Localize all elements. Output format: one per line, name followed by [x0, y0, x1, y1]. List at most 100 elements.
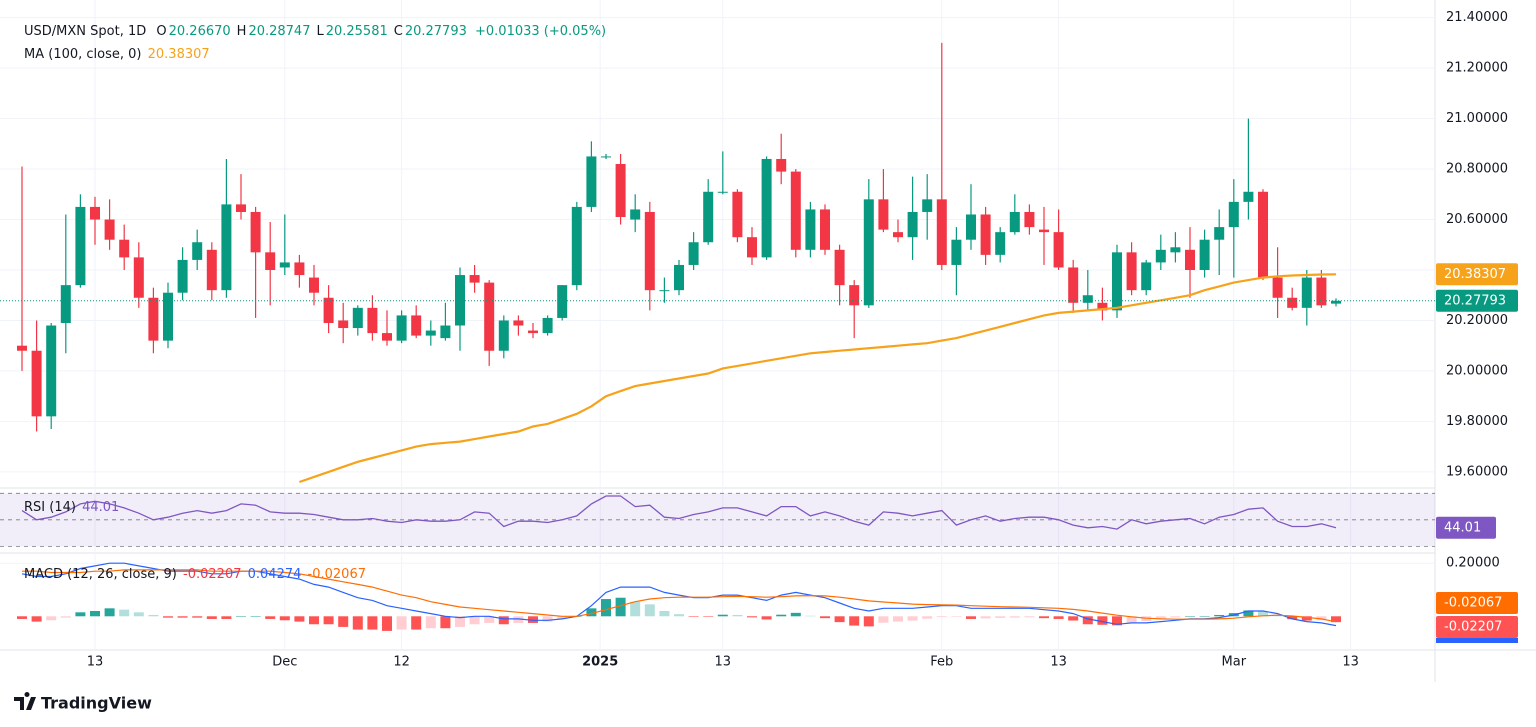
macd-histogram-bar — [177, 616, 188, 618]
macd-histogram-bar — [747, 616, 757, 618]
ohlc-value: 20.26670 — [168, 24, 231, 39]
y-tick-label: 20.60000 — [1446, 212, 1508, 227]
macd-histogram-bar — [776, 614, 787, 617]
candle-body — [776, 158, 787, 172]
candle-body — [250, 211, 261, 253]
macd-histogram-bar — [352, 616, 363, 630]
macd-histogram-bar — [382, 616, 392, 631]
macd-label-box — [1436, 638, 1518, 643]
ohlc-key: H — [236, 24, 247, 39]
x-tick-label: 13 — [715, 655, 732, 670]
macd-histogram-bar — [1331, 616, 1341, 623]
candle-body — [1185, 249, 1195, 270]
candle-body — [820, 209, 830, 250]
macd-histogram-bar — [163, 616, 173, 618]
candle-body — [1301, 277, 1312, 308]
macd-histogram-bar — [834, 616, 845, 623]
tradingview-logo[interactable]: TradingView — [14, 692, 152, 713]
candle-body — [936, 199, 947, 265]
candle-body — [382, 333, 392, 341]
candle-body — [1097, 302, 1108, 311]
candle-body — [571, 206, 582, 286]
candle-body — [1039, 229, 1049, 233]
macd-histogram-bar — [469, 616, 480, 625]
candle-body — [265, 252, 276, 270]
macd-histogram-bar — [1155, 616, 1166, 619]
candle-body — [790, 171, 801, 250]
candle-body — [323, 297, 334, 323]
symbol-legend: USD/MXN Spot, 1D O 20.26670 H 20.28747 L 20.2… — [24, 24, 608, 39]
ma-price-label-box — [1436, 263, 1518, 286]
candle-body — [747, 237, 757, 258]
macd-histogram-bar — [630, 601, 641, 617]
macd-histogram-bar — [425, 616, 436, 629]
macd-histogram-bar — [1053, 616, 1064, 619]
candle-body — [922, 199, 933, 212]
macd-histogram-bar — [644, 604, 655, 617]
macd-histogram-bar — [703, 616, 714, 617]
logo-text: TradingView — [41, 694, 152, 713]
macd-histogram-bar — [513, 616, 524, 623]
macd-histogram-bar — [1068, 616, 1079, 621]
signal-label: -0.02067 — [1444, 596, 1502, 611]
candle-body — [878, 199, 889, 230]
x-tick-label: 12 — [393, 655, 410, 670]
macd-histogram-bar — [1301, 616, 1312, 621]
macd-histogram-bar — [717, 614, 728, 617]
macd-histogram-bar — [688, 616, 699, 617]
candle-body — [1126, 252, 1137, 291]
x-tick-label: 2025 — [582, 655, 618, 670]
x-tick-label: 13 — [1342, 655, 1359, 670]
ma-name: MA (100, close, 0) — [24, 47, 142, 62]
macd-histogram-bar — [936, 616, 947, 618]
macd-histogram-bar — [1082, 616, 1093, 625]
macd-histogram-bar — [966, 616, 976, 619]
rsi-label: 44.01 — [1444, 520, 1481, 535]
ohlc-key: L — [316, 24, 324, 39]
candle-body — [440, 325, 451, 339]
macd-histogram-bar — [1170, 616, 1181, 618]
candle-body — [703, 191, 714, 243]
macd-histogram-bar — [46, 616, 57, 621]
change: +0.01033 (+0.05%) — [475, 24, 607, 39]
macd-histogram-bar — [586, 608, 597, 617]
macd-name: MACD (12, 26, close, 9) — [24, 567, 177, 582]
y-tick-label: 21.20000 — [1446, 61, 1508, 76]
candle-body — [834, 249, 845, 286]
macd-histogram-bar — [265, 616, 276, 619]
candle-body — [60, 285, 71, 323]
candle-body — [104, 219, 115, 240]
macd-histogram-bar — [192, 616, 203, 618]
candle-body — [309, 277, 319, 293]
candle-body — [469, 275, 480, 283]
candle-body — [863, 199, 874, 306]
candle-body — [163, 292, 173, 341]
candle-body — [717, 191, 728, 193]
macd-signal-value: -0.02067 — [307, 567, 366, 582]
macd-histogram-bar — [279, 616, 290, 621]
candle-body — [1272, 277, 1283, 298]
macd-histogram-bar — [601, 599, 611, 617]
macd-histogram-bar — [805, 615, 816, 617]
x-tick-label: Mar — [1222, 655, 1247, 670]
macd-histogram-bar — [1258, 611, 1268, 617]
y-tick-label: 21.00000 — [1446, 111, 1508, 126]
candle-body — [17, 345, 27, 351]
macd-histogram-bar — [980, 616, 991, 619]
candle-body — [31, 350, 42, 417]
macd-histogram-bar — [31, 616, 42, 622]
candle-body — [1082, 295, 1093, 303]
rsi-line — [21, 495, 1337, 530]
candle-body — [805, 209, 816, 250]
candle-body — [338, 320, 349, 329]
macd-histogram-bar — [907, 616, 918, 621]
candle-body — [513, 320, 524, 326]
macd-value: 0.04274 — [247, 567, 302, 582]
macd-histogram-bar — [294, 616, 305, 622]
ohlc-key: C — [393, 24, 403, 39]
macd-histogram-bar — [221, 616, 232, 619]
candle-body — [1287, 297, 1298, 308]
y-tick-label: 20.80000 — [1446, 162, 1508, 177]
macd-histogram-bar — [878, 616, 889, 623]
